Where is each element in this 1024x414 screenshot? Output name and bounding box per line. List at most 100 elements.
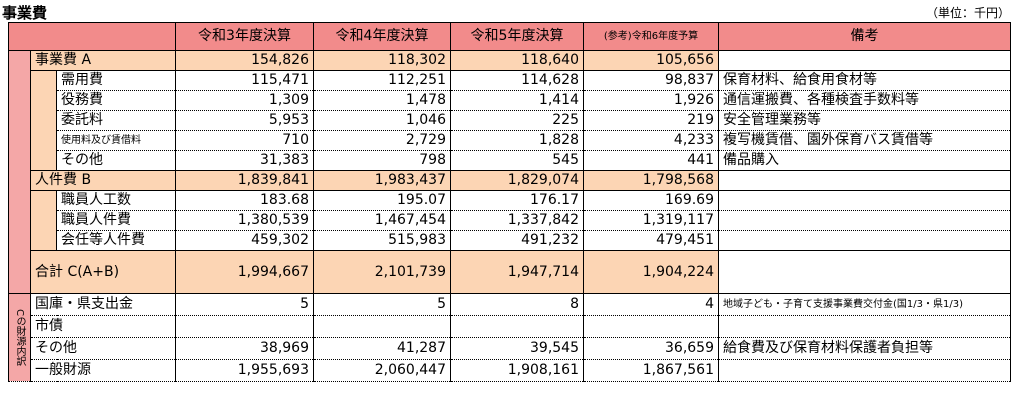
value: 479,451: [583, 230, 719, 251]
indent: [30, 190, 57, 251]
unit: （単位：千円）: [925, 6, 1010, 20]
note: 給食費及び保育材料保護者負担等: [718, 337, 1011, 360]
item-label: 職員人件費: [56, 210, 176, 231]
value: 195.07: [313, 190, 451, 211]
value: 115,471: [175, 70, 314, 91]
item-label: 職員人工数: [56, 190, 176, 211]
value: 710: [175, 130, 314, 151]
value: [583, 315, 719, 338]
note: [718, 50, 1011, 71]
funding-label: Cの財源内訳: [8, 293, 31, 382]
value: 5,953: [175, 110, 314, 131]
item-label: 需用費: [56, 70, 176, 91]
value: 2,060,447: [313, 359, 451, 382]
value: 105,656: [583, 50, 719, 71]
section-label: 人件費 B: [30, 170, 176, 191]
row: 職員人工数 183.68 195.07 176.17 169.69: [9, 190, 1011, 251]
row: 職員人件費 1,380,539 1,467,454 1,337,842 1,319,11…: [9, 210, 1011, 231]
row: 役務費 1,309 1,478 1,414 1,926 通信運搬費、各種検査手数料等: [9, 90, 1011, 111]
value: 441: [583, 150, 719, 171]
value: 118,640: [450, 50, 584, 71]
value: 5: [175, 293, 314, 316]
note: 地域子ども・子育て支援事業費交付金(国1/3・県1/3): [718, 293, 1011, 316]
row: 事業費 A 154,826 118,302 118,640 105,656: [8, 50, 1011, 294]
row: 委託料 5,953 1,046 225 219 安全管理業務等: [9, 110, 1011, 131]
title: 事業費: [2, 4, 48, 22]
value: 1,947,714: [450, 250, 584, 294]
item-label: その他: [56, 150, 176, 171]
value: 98,837: [583, 70, 719, 91]
value: 1,867,561: [583, 359, 719, 382]
item-label: 使用料及び賃借料: [56, 130, 176, 151]
column-header: 令和3年度決算: [175, 22, 314, 51]
note: 備品購入: [718, 150, 1011, 171]
note: 安全管理業務等: [718, 110, 1011, 131]
note: [718, 170, 1011, 191]
row: その他 31,383 798 545 441 備品購入: [9, 150, 1011, 171]
note: [718, 315, 1011, 338]
column-header: 備考: [718, 22, 1011, 51]
row: Cの財源内訳 国庫・県支出金 5 5 8 4 地域子ども・子育て支援事業費交付金(国1/3・…: [8, 293, 1011, 382]
note: [718, 210, 1011, 231]
column-header: 令和5年度決算: [450, 22, 584, 51]
note: [718, 359, 1011, 382]
value: 38,969: [175, 337, 314, 360]
row: 合計 C(A+B) 1,994,667 2,101,739 1,947,714 1,90…: [9, 250, 1011, 294]
value: 2,729: [313, 130, 451, 151]
row: 使用料及び賃借料 710 2,729 1,828 4,233 複写機賃借、園外保育バス賃借…: [9, 130, 1011, 151]
note: 通信運搬費、各種検査手数料等: [718, 90, 1011, 111]
value: 1,798,568: [583, 170, 719, 191]
header-blank: [8, 22, 176, 51]
value: 176.17: [450, 190, 584, 211]
total-label: 合計 C(A+B): [30, 250, 176, 294]
value: [450, 315, 584, 338]
value: 515,983: [313, 230, 451, 251]
note: [718, 190, 1011, 211]
value: 1,904,224: [583, 250, 719, 294]
value: 1,414: [450, 90, 584, 111]
item-label: 一般財源: [30, 359, 176, 382]
value: 1,839,841: [175, 170, 314, 191]
value: 1,994,667: [175, 250, 314, 294]
item-label: その他: [30, 337, 176, 360]
value: 1,478: [313, 90, 451, 111]
value: 114,628: [450, 70, 584, 91]
value: 8: [450, 293, 584, 316]
row: 一般財源 1,955,693 2,060,447 1,908,161 1,867,561: [9, 359, 1011, 382]
value: 31,383: [175, 150, 314, 171]
value: 491,232: [450, 230, 584, 251]
value: 1,380,539: [175, 210, 314, 231]
value: 1,983,437: [313, 170, 451, 191]
value: [313, 315, 451, 338]
value: 4: [583, 293, 719, 316]
value: 1,828: [450, 130, 584, 151]
value: 118,302: [313, 50, 451, 71]
side-strip: [8, 50, 31, 294]
note: 保育材料、給食用食材等: [718, 70, 1011, 91]
value: [175, 315, 314, 338]
item-label: 国庫・県支出金: [30, 293, 176, 316]
value: 798: [313, 150, 451, 171]
note: [718, 250, 1011, 294]
column-header: (参考)令和6年度予算: [583, 22, 719, 51]
value: 112,251: [313, 70, 451, 91]
item-label: 委託料: [56, 110, 176, 131]
value: 545: [450, 150, 584, 171]
note: [718, 230, 1011, 251]
value: 1,955,693: [175, 359, 314, 382]
row: 会任等人件費 459,302 515,983 491,232 479,451: [9, 230, 1011, 251]
row: 需用費 115,471 112,251 114,628 98,837 保育材料、給食用食材…: [9, 70, 1011, 171]
value: 1,309: [175, 90, 314, 111]
row: その他 38,969 41,287 39,545 36,659 給食費及び保育材料保護者負…: [9, 337, 1011, 360]
value: 2,101,739: [313, 250, 451, 294]
value: 169.69: [583, 190, 719, 211]
value: 1,337,842: [450, 210, 584, 231]
value: 225: [450, 110, 584, 131]
value: 219: [583, 110, 719, 131]
value: 183.68: [175, 190, 314, 211]
row: 市債: [9, 315, 1011, 338]
value: 4,233: [583, 130, 719, 151]
item-label: 役務費: [56, 90, 176, 111]
